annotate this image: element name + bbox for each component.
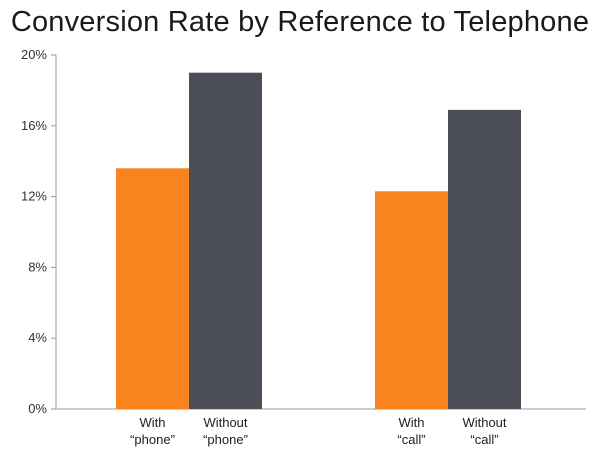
- category-label-line1: With: [399, 415, 425, 430]
- bar-with-call: [375, 191, 448, 409]
- y-tick-label: 16%: [21, 118, 47, 133]
- y-tick-label: 4%: [28, 330, 47, 345]
- bar-without-phone: [189, 72, 262, 409]
- y-tick-label: 8%: [28, 259, 47, 274]
- category-label-line1: With: [140, 415, 166, 430]
- category-label-line2: “phone”: [203, 432, 248, 447]
- chart-title: Conversion Rate by Reference to Telephon…: [10, 6, 590, 38]
- category-label-line1: Without: [462, 415, 506, 430]
- y-tick-label: 0%: [28, 401, 47, 416]
- bar-with-phone: [116, 168, 189, 409]
- bar-layer: [116, 72, 521, 410]
- category-label-line2: “call”: [470, 432, 498, 447]
- y-tick-label: 20%: [21, 47, 47, 62]
- label-layer: With “phone” Without “phone” With “call” Witho…: [130, 415, 507, 447]
- category-label-line2: “call”: [397, 432, 425, 447]
- bar-without-call: [448, 109, 521, 410]
- category-label-line2: “phone”: [130, 432, 175, 447]
- category-label-line1: Without: [203, 415, 247, 430]
- y-tick-label: 12%: [21, 189, 47, 204]
